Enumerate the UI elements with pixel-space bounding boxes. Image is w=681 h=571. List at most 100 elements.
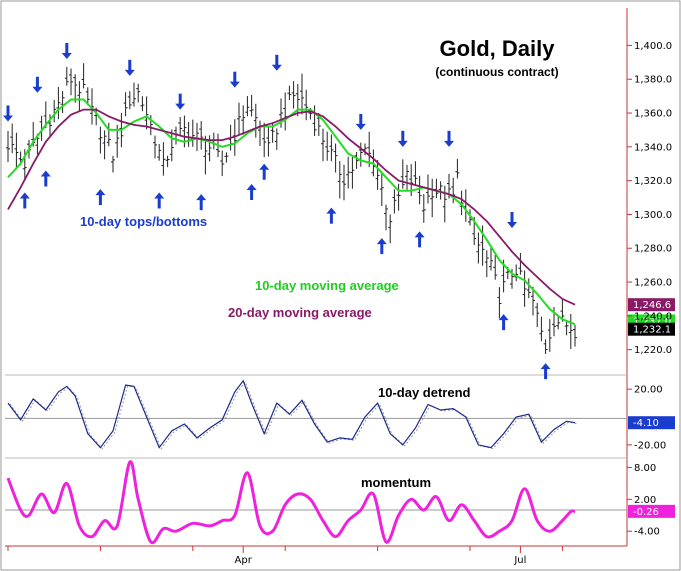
- ohlc-bar: [241, 105, 246, 135]
- ohlc-bar: [312, 105, 317, 137]
- bottom-arrow: [196, 194, 207, 211]
- ohlc-bar: [64, 66, 69, 86]
- ohlc-bar: [52, 100, 57, 123]
- price-ytick-label: 1,280.0: [634, 244, 672, 255]
- ohlc-bar: [300, 73, 304, 115]
- price-ytick-label: 1,360.0: [634, 109, 672, 120]
- momentum-ytick-label: 2.00: [634, 495, 656, 506]
- price-ytick-label: 1,220.0: [634, 345, 672, 356]
- annotation-20day-ma: 20-day moving average: [228, 305, 372, 320]
- x-axis-ticks: Apr Jul: [7, 546, 563, 566]
- ohlc-bar: [153, 135, 157, 159]
- ohlc-bar: [136, 83, 141, 103]
- ohlc-bar: [111, 155, 115, 173]
- bottom-arrow: [40, 170, 51, 187]
- ohlc-bar: [291, 81, 296, 109]
- top-arrow: [507, 211, 517, 228]
- price-ytick-label: 1,380.0: [634, 75, 672, 86]
- price-value-badge: [628, 322, 675, 336]
- ohlc-bar: [438, 181, 443, 200]
- ohlc-bar: [421, 194, 426, 223]
- ohlc-bar: [56, 86, 61, 120]
- detrend-value-badge: [628, 416, 675, 430]
- top-arrow: [175, 93, 186, 110]
- ohlc-bar: [90, 88, 94, 125]
- ohlc-bar: [211, 132, 216, 150]
- ohlc-bar: [287, 85, 292, 101]
- ohlc-bar: [190, 119, 195, 147]
- ohlc-bar: [367, 131, 372, 168]
- bottom-arrow: [154, 192, 165, 209]
- ohlc-bar: [459, 190, 464, 216]
- ohlc-bar: [169, 129, 174, 162]
- ohlc-bar: [237, 102, 241, 135]
- ohlc-bar: [476, 232, 481, 264]
- y-axis-ticks: 1,220.0 1,240.0 1,260.0 1,280.0 1,300.0 1,320…: [627, 41, 672, 538]
- bottom-arrow: [326, 207, 337, 224]
- ohlc-bar: [543, 339, 548, 355]
- ohlc-bar: [127, 91, 132, 110]
- ohlc-bar: [518, 252, 523, 275]
- ohlc-bar: [262, 122, 267, 158]
- momentum-panel: -0.26: [5, 460, 675, 545]
- ohlc-bar: [165, 155, 170, 168]
- bottom-arrow: [246, 184, 257, 201]
- price-value-badge: [628, 298, 675, 312]
- ohlc-bar: [249, 94, 254, 117]
- ohlc-bar: [568, 313, 573, 349]
- ohlc-bar: [535, 302, 540, 328]
- ohlc-bar: [564, 321, 569, 336]
- bottom-arrow: [540, 363, 551, 380]
- ohlc-bar: [526, 278, 531, 299]
- detrend-ytick-label: 20.00: [634, 385, 663, 396]
- bottom-arrow: [259, 163, 270, 180]
- ohlc-bar: [497, 287, 502, 319]
- ohlc-bar: [224, 152, 229, 163]
- ohlc-bar: [73, 74, 78, 103]
- ohlc-bar: [531, 286, 535, 316]
- ohlc-bar: [144, 96, 149, 130]
- ohlc-bar: [266, 127, 271, 157]
- xtick-label: Apr: [235, 555, 253, 566]
- chart-title: Gold, Daily: [440, 36, 556, 61]
- ohlc-bar: [434, 178, 439, 199]
- ohlc-bar: [283, 92, 288, 131]
- ohlc-bar: [85, 87, 90, 106]
- ohlc-bar: [245, 96, 250, 117]
- price-value-label: 1,237.0: [633, 316, 671, 327]
- top-arrow: [61, 42, 72, 59]
- ohlc-bar: [157, 144, 162, 161]
- ohlc-bar: [203, 135, 208, 175]
- annotation-tops-bottoms: 10-day tops/bottoms: [80, 214, 207, 229]
- ohlc-bar: [178, 117, 183, 136]
- price-ytick-label: 1,260.0: [634, 278, 672, 289]
- xtick-label: Jul: [513, 555, 526, 566]
- chart-subtitle: (continuous contract): [435, 65, 558, 79]
- ohlc-bar: [6, 130, 10, 163]
- ohlc-bar: [379, 172, 384, 207]
- ohlc-bar: [358, 142, 363, 167]
- ohlc-bar: [413, 161, 418, 186]
- price-ytick-label: 1,340.0: [634, 142, 672, 153]
- ohlc-bar: [396, 183, 401, 211]
- ohlc-bar: [304, 89, 309, 121]
- ma20-line: [7, 108, 576, 306]
- ohlc-bar: [199, 121, 204, 150]
- ohlc-bar: [106, 122, 111, 147]
- bottom-arrow: [376, 238, 387, 255]
- ohlc-bar: [77, 81, 82, 112]
- ohlc-bar: [442, 185, 447, 223]
- ohlc-bar: [493, 255, 498, 280]
- top-arrow: [3, 105, 13, 122]
- ohlc-bar: [14, 132, 19, 169]
- ohlc-bar: [195, 122, 199, 152]
- ohlc-bar: [388, 214, 393, 244]
- ohlc-bar: [489, 246, 493, 271]
- ohlc-bar: [220, 150, 225, 177]
- momentum-ytick-label: -4.00: [634, 527, 660, 538]
- top-arrow: [124, 59, 135, 76]
- momentum-ytick-label: 8.00: [634, 463, 656, 474]
- ohlc-bar: [400, 159, 405, 189]
- ohlc-bar: [258, 120, 262, 147]
